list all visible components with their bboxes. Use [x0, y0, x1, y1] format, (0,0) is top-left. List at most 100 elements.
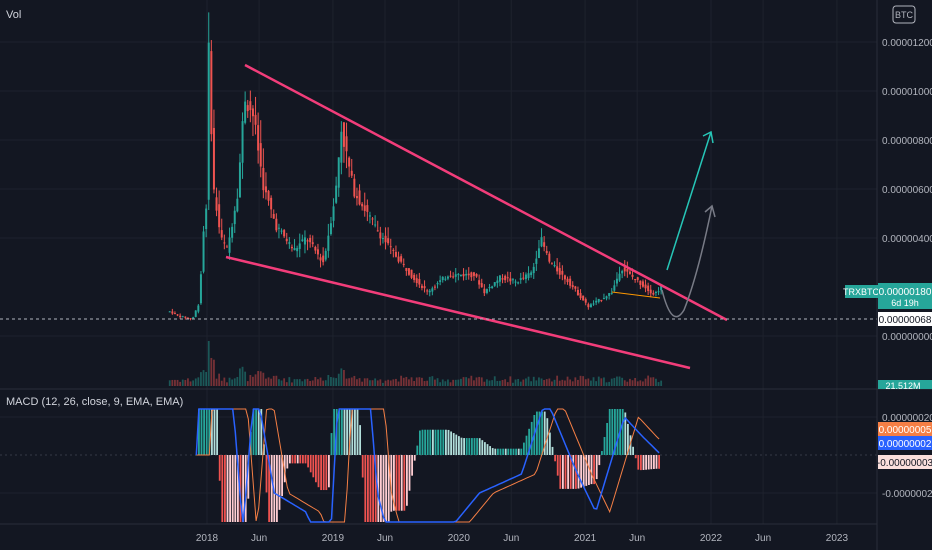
drawings[interactable] [225, 63, 728, 370]
candle[interactable] [267, 190, 270, 201]
candle[interactable] [368, 215, 371, 217]
candle[interactable] [509, 278, 512, 282]
candle[interactable] [314, 246, 317, 251]
candle[interactable] [379, 232, 382, 239]
candle[interactable] [371, 218, 374, 220]
candle[interactable] [540, 237, 543, 247]
candle[interactable] [556, 266, 559, 272]
candle[interactable] [397, 256, 400, 262]
candle[interactable] [613, 285, 616, 291]
candle[interactable] [179, 315, 182, 318]
candle[interactable] [220, 230, 223, 238]
candle[interactable] [238, 162, 241, 198]
candle[interactable] [592, 303, 595, 305]
candle[interactable] [358, 190, 361, 205]
candle[interactable] [311, 242, 314, 245]
candle[interactable] [558, 268, 561, 275]
candle[interactable] [387, 238, 390, 244]
candle[interactable] [301, 239, 304, 242]
candle[interactable] [446, 276, 449, 279]
candle[interactable] [472, 272, 475, 276]
candle[interactable] [262, 167, 265, 191]
candle[interactable] [376, 230, 379, 232]
candle[interactable] [249, 101, 252, 111]
candle[interactable] [584, 299, 587, 303]
projection-arrow-grey[interactable] [661, 205, 713, 318]
candle[interactable] [467, 273, 470, 276]
candle[interactable] [506, 277, 509, 279]
candle[interactable] [319, 257, 322, 261]
candle[interactable] [202, 231, 205, 272]
candle[interactable] [254, 114, 257, 125]
candle[interactable] [428, 290, 431, 293]
candle[interactable] [337, 157, 340, 188]
candle[interactable] [431, 288, 434, 292]
candle[interactable] [225, 246, 228, 248]
candle[interactable] [327, 235, 330, 251]
candle[interactable] [610, 293, 613, 295]
candle[interactable] [587, 304, 590, 308]
candle[interactable] [418, 278, 421, 285]
candle[interactable] [293, 248, 296, 251]
candle[interactable] [660, 286, 663, 291]
candle[interactable] [537, 248, 540, 258]
candle[interactable] [402, 263, 405, 265]
candle[interactable] [566, 278, 569, 283]
candle[interactable] [322, 255, 325, 263]
candle[interactable] [553, 265, 556, 267]
candle[interactable] [589, 304, 592, 308]
candle[interactable] [548, 253, 551, 262]
candle[interactable] [639, 280, 642, 285]
candle[interactable] [173, 313, 176, 315]
candle[interactable] [241, 121, 244, 163]
candle[interactable] [441, 276, 444, 281]
candle[interactable] [251, 108, 254, 117]
candle[interactable] [582, 295, 585, 301]
candle[interactable] [345, 136, 348, 152]
candle[interactable] [483, 288, 486, 294]
candle[interactable] [618, 273, 621, 281]
candle[interactable] [475, 273, 478, 277]
candle[interactable] [374, 224, 377, 226]
candle[interactable] [168, 311, 171, 313]
candle[interactable] [452, 276, 455, 278]
candle[interactable] [303, 237, 306, 245]
candle[interactable] [176, 314, 179, 316]
candles[interactable] [168, 12, 663, 321]
candle[interactable] [186, 317, 189, 319]
candle[interactable] [275, 218, 278, 231]
candle[interactable] [654, 292, 657, 294]
macd-pane[interactable] [0, 408, 877, 523]
candle[interactable] [504, 275, 507, 281]
candle[interactable] [405, 267, 408, 271]
candle[interactable] [519, 278, 522, 280]
candle[interactable] [171, 311, 174, 314]
candle[interactable] [485, 289, 488, 293]
candle[interactable] [420, 285, 423, 288]
candle[interactable] [496, 280, 499, 284]
candle[interactable] [433, 286, 436, 288]
candle[interactable] [514, 281, 517, 283]
candle[interactable] [563, 275, 566, 280]
candle[interactable] [628, 271, 631, 274]
candle[interactable] [290, 246, 293, 249]
candle[interactable] [600, 299, 603, 301]
candle[interactable] [392, 249, 395, 251]
candle[interactable] [545, 250, 548, 254]
candle[interactable] [348, 157, 351, 167]
candle[interactable] [410, 269, 413, 278]
candle[interactable] [636, 277, 639, 280]
candle[interactable] [272, 213, 275, 219]
time-axis[interactable]: 2018 Jun 2019 Jun 2020 Jun 2021 Jun 2022 Jun 2023 [196, 533, 849, 544]
candle[interactable] [644, 284, 647, 289]
candle[interactable] [283, 230, 286, 237]
candle[interactable] [470, 272, 473, 278]
candle[interactable] [462, 273, 465, 277]
candle[interactable] [192, 317, 195, 319]
candle[interactable] [407, 268, 410, 275]
candle[interactable] [231, 226, 234, 238]
candle[interactable] [207, 42, 210, 200]
candle[interactable] [233, 210, 236, 225]
candle[interactable] [493, 282, 496, 286]
